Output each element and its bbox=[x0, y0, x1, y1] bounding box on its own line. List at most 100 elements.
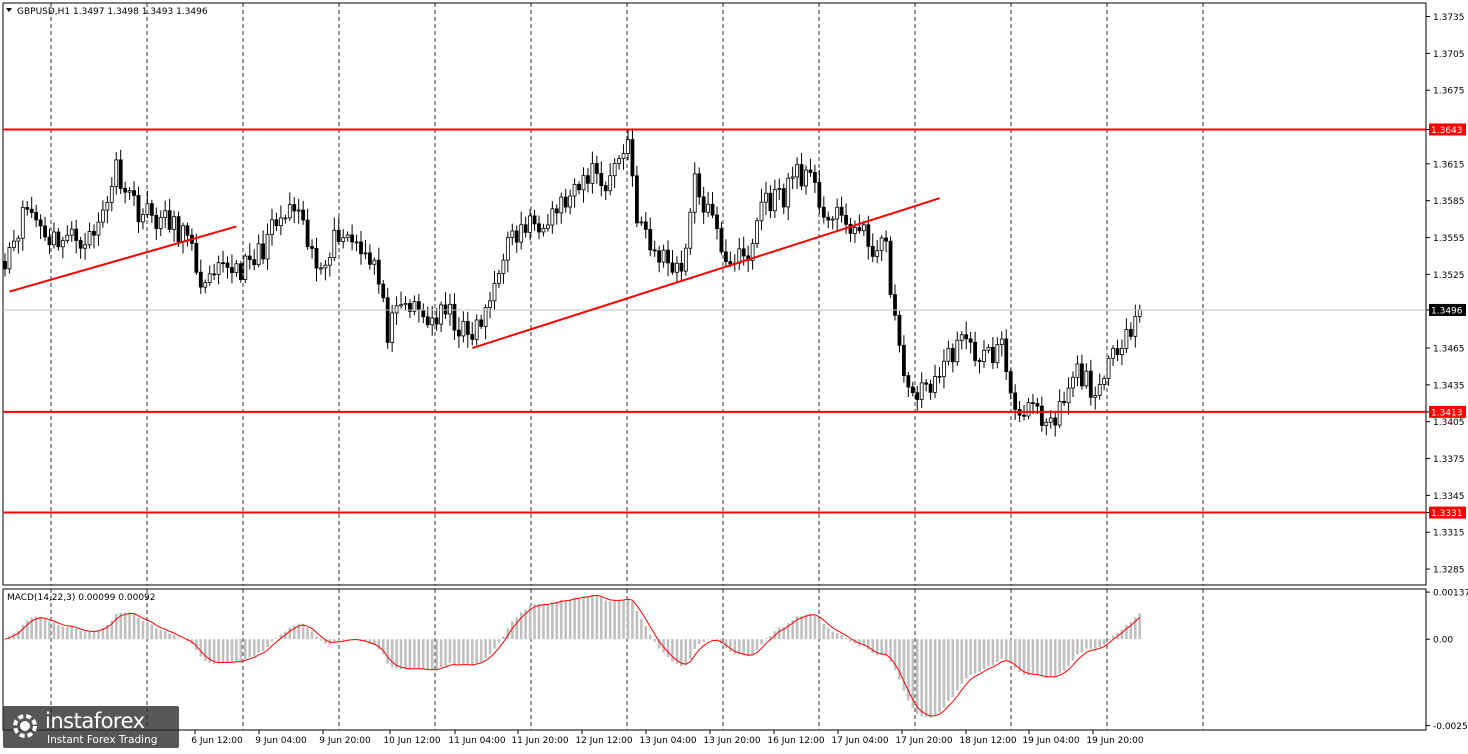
candle-body-bull bbox=[181, 225, 185, 242]
candle-body-bear bbox=[78, 240, 83, 249]
candle-body-bear bbox=[359, 241, 363, 255]
candle-body-bull bbox=[692, 173, 697, 213]
macd-histogram-bar bbox=[511, 621, 514, 640]
macd-histogram-bar bbox=[422, 639, 425, 670]
macd-histogram-bar bbox=[88, 631, 91, 640]
macd-histogram-bar bbox=[1102, 639, 1106, 645]
candle-body-bear bbox=[728, 261, 733, 265]
macd-histogram-bar bbox=[617, 600, 621, 640]
candle-body-bull bbox=[283, 217, 288, 220]
candle-body-bull bbox=[639, 221, 644, 224]
candle-body-bear bbox=[1128, 329, 1133, 337]
candle-body-bull bbox=[1097, 384, 1102, 396]
macd-histogram-bar bbox=[769, 635, 772, 640]
macd-histogram-bar bbox=[813, 614, 817, 640]
macd-histogram-bar bbox=[711, 638, 714, 640]
candle-body-bull bbox=[345, 234, 350, 239]
macd-histogram-bar bbox=[604, 600, 608, 640]
macd-histogram-bar bbox=[786, 623, 790, 640]
candle-body-bull bbox=[114, 159, 119, 187]
macd-histogram-bar bbox=[208, 639, 211, 663]
candle-body-bear bbox=[376, 259, 381, 285]
candle-body-bull bbox=[1066, 387, 1071, 404]
macd-histogram-bar bbox=[448, 639, 452, 664]
macd-histogram-bar bbox=[266, 639, 269, 648]
candle-body-bull bbox=[87, 231, 92, 246]
macd-histogram-bar bbox=[755, 639, 759, 651]
candle-body-bull bbox=[581, 175, 586, 191]
macd-histogram-bar bbox=[119, 612, 122, 640]
macd-histogram-bar bbox=[163, 630, 167, 640]
candle-body-bull bbox=[861, 224, 866, 232]
macd-histogram-bar bbox=[3, 639, 7, 640]
candle-body-bear bbox=[950, 348, 955, 363]
candle-body-bull bbox=[1026, 402, 1031, 417]
candle-body-bull bbox=[430, 317, 435, 326]
logo-gear-icon bbox=[13, 714, 37, 738]
macd-histogram-bar bbox=[1058, 639, 1061, 674]
macd-histogram-bar bbox=[310, 630, 314, 640]
candle-body-bull bbox=[52, 231, 56, 246]
macd-histogram-bar bbox=[706, 639, 710, 640]
macd-histogram-bar bbox=[25, 620, 29, 640]
candle-body-bear bbox=[34, 212, 39, 221]
candle-body-bear bbox=[1035, 403, 1040, 407]
macd-histogram-bar bbox=[390, 639, 394, 668]
macd-histogram-bar bbox=[181, 639, 185, 640]
candle-body-bull bbox=[853, 227, 857, 234]
macd-histogram-bar bbox=[199, 639, 203, 657]
macd-histogram-bar bbox=[982, 639, 986, 670]
macd-histogram-bar bbox=[462, 639, 465, 665]
candle-body-bull bbox=[101, 209, 105, 223]
macd-histogram-bar bbox=[791, 620, 794, 640]
macd-histogram-bar bbox=[702, 639, 705, 642]
candle-body-bear bbox=[594, 163, 599, 174]
macd-histogram-bar bbox=[546, 604, 550, 640]
candle-body-bear bbox=[977, 360, 982, 363]
macd-histogram-bar bbox=[684, 639, 688, 666]
macd-histogram-bar bbox=[506, 628, 510, 640]
candle-body-bear bbox=[38, 219, 43, 227]
candle-body-bear bbox=[724, 251, 728, 262]
candle-body-bear bbox=[710, 203, 715, 216]
macd-histogram-bar bbox=[141, 620, 145, 640]
macd-histogram-bar bbox=[373, 639, 376, 646]
candle-body-bull bbox=[790, 176, 795, 179]
macd-histogram-bar bbox=[12, 633, 16, 640]
candle-body-bear bbox=[301, 209, 306, 221]
macd-histogram-bar bbox=[991, 639, 995, 666]
x-tick-label: 9 Jun 20:00 bbox=[319, 736, 371, 746]
macd-histogram-bar bbox=[92, 631, 96, 640]
candle-body-bear bbox=[176, 216, 181, 242]
macd-histogram-bar bbox=[497, 639, 501, 643]
candle-body-bear bbox=[799, 164, 804, 187]
macd-histogram-bar bbox=[1000, 639, 1004, 659]
candle-body-bull bbox=[755, 220, 759, 245]
macd-histogram-bar bbox=[248, 639, 252, 658]
macd-histogram-bar bbox=[880, 639, 883, 656]
macd-histogram-bar bbox=[101, 627, 105, 640]
macd-histogram-bar bbox=[675, 639, 679, 664]
macd-histogram-bar bbox=[261, 639, 265, 652]
candle-body-bull bbox=[955, 339, 960, 363]
macd-histogram-bar bbox=[559, 600, 563, 640]
candle-body-bear bbox=[118, 159, 123, 189]
candle-body-bull bbox=[497, 273, 501, 284]
candle-body-bear bbox=[149, 203, 154, 216]
candle-body-bear bbox=[1013, 392, 1018, 410]
macd-histogram-bar bbox=[595, 595, 599, 640]
x-tick-label: 12 Jun 12:00 bbox=[575, 736, 632, 746]
macd-histogram-bar bbox=[1098, 639, 1101, 647]
macd-histogram-bar bbox=[502, 636, 505, 640]
macd-histogram-bar bbox=[404, 639, 407, 670]
candle-body-bear bbox=[154, 214, 159, 229]
macd-histogram-bar bbox=[346, 639, 349, 640]
candle-body-bear bbox=[367, 252, 372, 265]
candle-body-bull bbox=[1124, 329, 1129, 349]
macd-histogram-bar bbox=[306, 627, 309, 640]
macd-title: MACD(14,22,3) 0.00099 0.00092 bbox=[7, 593, 156, 603]
candle-body-bull bbox=[750, 243, 755, 261]
candle-body-bull bbox=[505, 237, 510, 261]
candle-body-bear bbox=[3, 261, 7, 270]
candle-body-bear bbox=[336, 229, 341, 242]
